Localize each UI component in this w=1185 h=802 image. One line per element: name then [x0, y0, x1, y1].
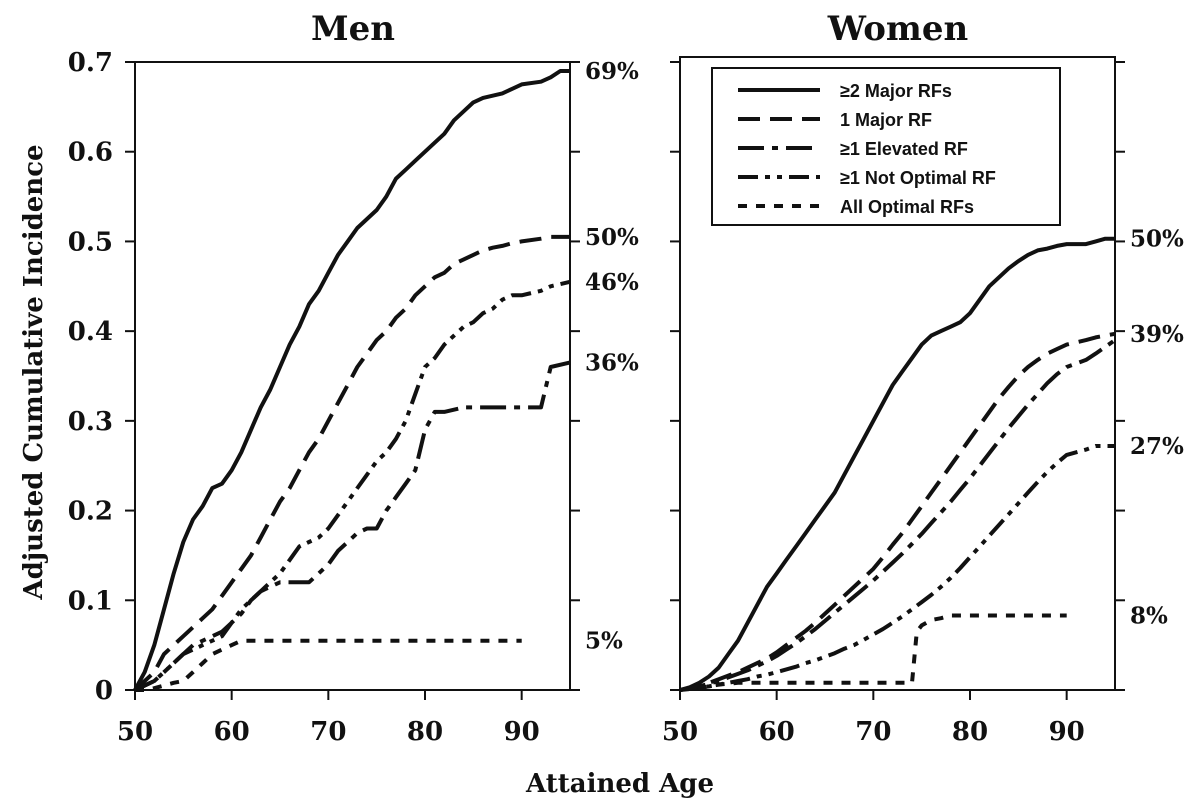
legend-label-major1: 1 Major RF [840, 110, 932, 130]
men-end-label-notopt: 46% [585, 269, 639, 296]
men-series-elevated [134, 360, 571, 692]
women-panel: Women 50 60 70 80 90 50% 39% 27% 8% [662, 9, 1184, 747]
men-series-major1 [133, 234, 570, 692]
women-series-optimal [679, 613, 1067, 692]
x-tick-label: 90 [1049, 717, 1085, 747]
legend-items: ≥2 Major RFs 1 Major RF ≥1 Elevated RF ≥1 N… [738, 81, 996, 217]
women-plot-frame [679, 56, 1116, 691]
x-tick-label: 50 [662, 717, 698, 747]
x-axis-label: Attained Age [525, 769, 714, 799]
women-x-axis: 50 60 70 80 90 [662, 690, 1085, 747]
x-tick-label: 90 [504, 717, 540, 747]
women-end-labels: 50% 39% 27% 8% [1130, 226, 1184, 630]
men-plot-frame [134, 61, 571, 691]
women-end-label-optimal: 8% [1130, 603, 1168, 630]
legend-label-notopt: ≥1 Not Optimal RF [840, 168, 996, 188]
y-tick-label: 0.2 [68, 497, 113, 527]
x-tick-label: 60 [214, 717, 250, 747]
y-tick-label: 0.1 [68, 586, 113, 616]
legend-label-major2: ≥2 Major RFs [840, 81, 952, 101]
y-tick-label: 0 [95, 676, 113, 706]
x-tick-label: 70 [310, 717, 346, 747]
men-end-labels: 69% 50% 36% 46% 5% [585, 58, 639, 655]
x-tick-label: 60 [759, 717, 795, 747]
men-panel-title: Men [311, 9, 395, 49]
men-y-axis: 0 0.1 0.2 0.3 0.4 0.5 0.6 0.7 [68, 48, 580, 706]
y-tick-label: 0.4 [68, 317, 113, 347]
men-series-notopt [134, 279, 571, 692]
women-series-group [679, 236, 1117, 692]
women-end-label-notopt: 27% [1130, 433, 1184, 460]
men-end-label-major2: 69% [585, 58, 639, 85]
men-end-label-optimal: 5% [585, 628, 623, 655]
men-series-group [133, 69, 571, 692]
women-end-label-major1: 39% [1130, 321, 1184, 348]
women-panel-title: Women [827, 9, 968, 49]
men-end-label-major1: 50% [585, 224, 639, 251]
x-tick-label: 80 [952, 717, 988, 747]
legend-label-elevated: ≥1 Elevated RF [840, 139, 968, 159]
women-series-major2 [679, 236, 1115, 692]
x-tick-label: 70 [855, 717, 891, 747]
women-series-major1 [679, 331, 1116, 692]
y-axis-label: Adjusted Cumulative Incidence [19, 144, 49, 600]
women-y-axis [670, 61, 1125, 691]
men-end-label-elevated: 36% [585, 350, 639, 377]
legend-box [711, 67, 1061, 226]
women-end-label-major2: 50% [1130, 226, 1184, 253]
men-series-major2 [133, 69, 570, 691]
y-tick-label: 0.6 [68, 138, 113, 168]
y-tick-label: 0.3 [68, 407, 113, 437]
legend-label-optimal: All Optimal RFs [840, 197, 974, 217]
men-series-optimal [135, 638, 522, 692]
men-x-axis: 50 60 70 80 90 [117, 690, 540, 747]
legend: ≥2 Major RFs 1 Major RF ≥1 Elevated RF ≥1 N… [711, 67, 1061, 226]
x-tick-label: 80 [407, 717, 443, 747]
y-tick-label: 0.7 [68, 48, 113, 78]
y-tick-label: 0.5 [68, 227, 113, 257]
men-panel: Men 0 0.1 0.2 0.3 0.4 0.5 0.6 0.7 50 60 70 80 90 69… [68, 9, 639, 747]
x-tick-label: 50 [117, 717, 153, 747]
women-series-elevated [679, 338, 1117, 692]
women-series-notopt [679, 444, 1115, 692]
